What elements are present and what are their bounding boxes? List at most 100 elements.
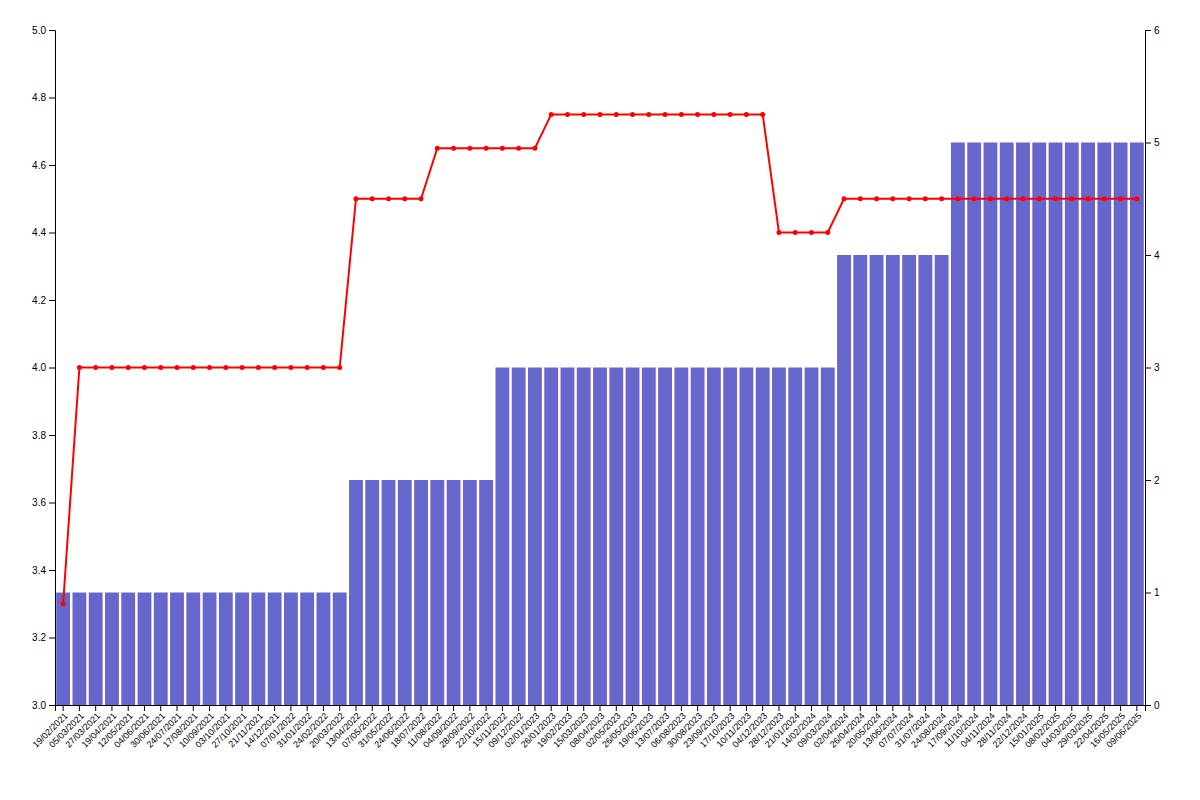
plot-root: 19/02/202105/03/202127/03/202119/04/2021… (31, 25, 1160, 750)
bar (642, 368, 656, 706)
bar (951, 143, 965, 706)
tick-mark (1022, 705, 1023, 711)
tick-label: 3.4 (32, 565, 46, 576)
tick-label: 3.8 (32, 430, 46, 441)
tick-mark (811, 705, 812, 711)
tick-mark (1136, 705, 1137, 711)
tick-mark (665, 705, 666, 711)
bar (821, 368, 835, 706)
tick-mark (355, 705, 356, 711)
bar (1130, 143, 1144, 706)
tick-mark (1145, 368, 1151, 369)
marker (484, 146, 489, 151)
tick-mark (616, 705, 617, 711)
tick-mark (274, 705, 275, 711)
bar (349, 480, 363, 705)
tick-mark (844, 705, 845, 711)
tick-mark (63, 705, 64, 711)
chart: 19/02/202105/03/202127/03/202119/04/2021… (0, 0, 1200, 800)
marker (663, 112, 668, 117)
tick-mark (290, 705, 291, 711)
tick-mark (502, 705, 503, 711)
tick-mark (876, 705, 877, 711)
tick-mark (1104, 705, 1105, 711)
marker (646, 112, 651, 117)
marker (1069, 196, 1074, 201)
marker (435, 146, 440, 151)
tick-mark (974, 705, 975, 711)
tick: 5.0 (32, 25, 55, 36)
marker (93, 365, 98, 370)
tick-mark (49, 30, 55, 31)
tick-mark (49, 503, 55, 504)
bar (674, 368, 688, 706)
tick-label: 5.0 (32, 25, 46, 36)
bar (186, 593, 200, 706)
bar (56, 593, 70, 706)
tick-mark (49, 368, 55, 369)
bar (967, 143, 981, 706)
tick-mark (746, 705, 747, 711)
tick-mark (160, 705, 161, 711)
marks (56, 112, 1144, 705)
tick-mark (827, 705, 828, 711)
tick-mark (144, 705, 145, 711)
bar (772, 368, 786, 706)
marker (288, 365, 293, 370)
tick: 3.2 (32, 632, 55, 643)
tick-mark (1145, 593, 1151, 594)
tick: 3.6 (32, 497, 55, 508)
tick-label: 3.0 (32, 700, 46, 711)
bar (593, 368, 607, 706)
bar (853, 255, 867, 705)
bar (544, 368, 558, 706)
tick-mark (713, 705, 714, 711)
tick-label: 09/06/2025 (1104, 711, 1143, 750)
tick: 09/06/2025 (1104, 705, 1143, 750)
marker (419, 196, 424, 201)
bar (430, 480, 444, 705)
bar (203, 593, 217, 706)
tick-mark (909, 705, 910, 711)
bar (121, 593, 135, 706)
tick-label: 3.6 (32, 497, 46, 508)
bar (837, 255, 851, 705)
marker (1086, 196, 1091, 201)
tick-mark (49, 233, 55, 234)
tick-mark (307, 705, 308, 711)
bar (805, 368, 819, 706)
tick-mark (49, 98, 55, 99)
tick: 0 (1145, 700, 1160, 711)
marker (549, 112, 554, 117)
tick-label: 3 (1154, 362, 1160, 373)
bar (691, 368, 705, 706)
bar (300, 593, 314, 706)
bar (479, 480, 493, 705)
marker (695, 112, 700, 117)
bar (561, 368, 575, 706)
marker (1020, 196, 1025, 201)
tick-mark (892, 705, 893, 711)
tick: 3 (1145, 362, 1160, 373)
tick-mark (95, 705, 96, 711)
tick-mark (404, 705, 405, 711)
marker (923, 196, 928, 201)
bar (984, 143, 998, 706)
marker (516, 146, 521, 151)
line (63, 114, 1137, 603)
tick-mark (518, 705, 519, 711)
bar (382, 480, 396, 705)
bar (740, 368, 754, 706)
marker (939, 196, 944, 201)
bar (658, 368, 672, 706)
tick-mark (49, 570, 55, 571)
marker (321, 365, 326, 370)
bar (170, 593, 184, 706)
bar (902, 255, 916, 705)
axis-line (49, 31, 56, 706)
tick-label: 2 (1154, 475, 1160, 486)
tick-mark (730, 705, 731, 711)
tick-mark (925, 705, 926, 711)
marker (451, 146, 456, 151)
tick-mark (128, 705, 129, 711)
